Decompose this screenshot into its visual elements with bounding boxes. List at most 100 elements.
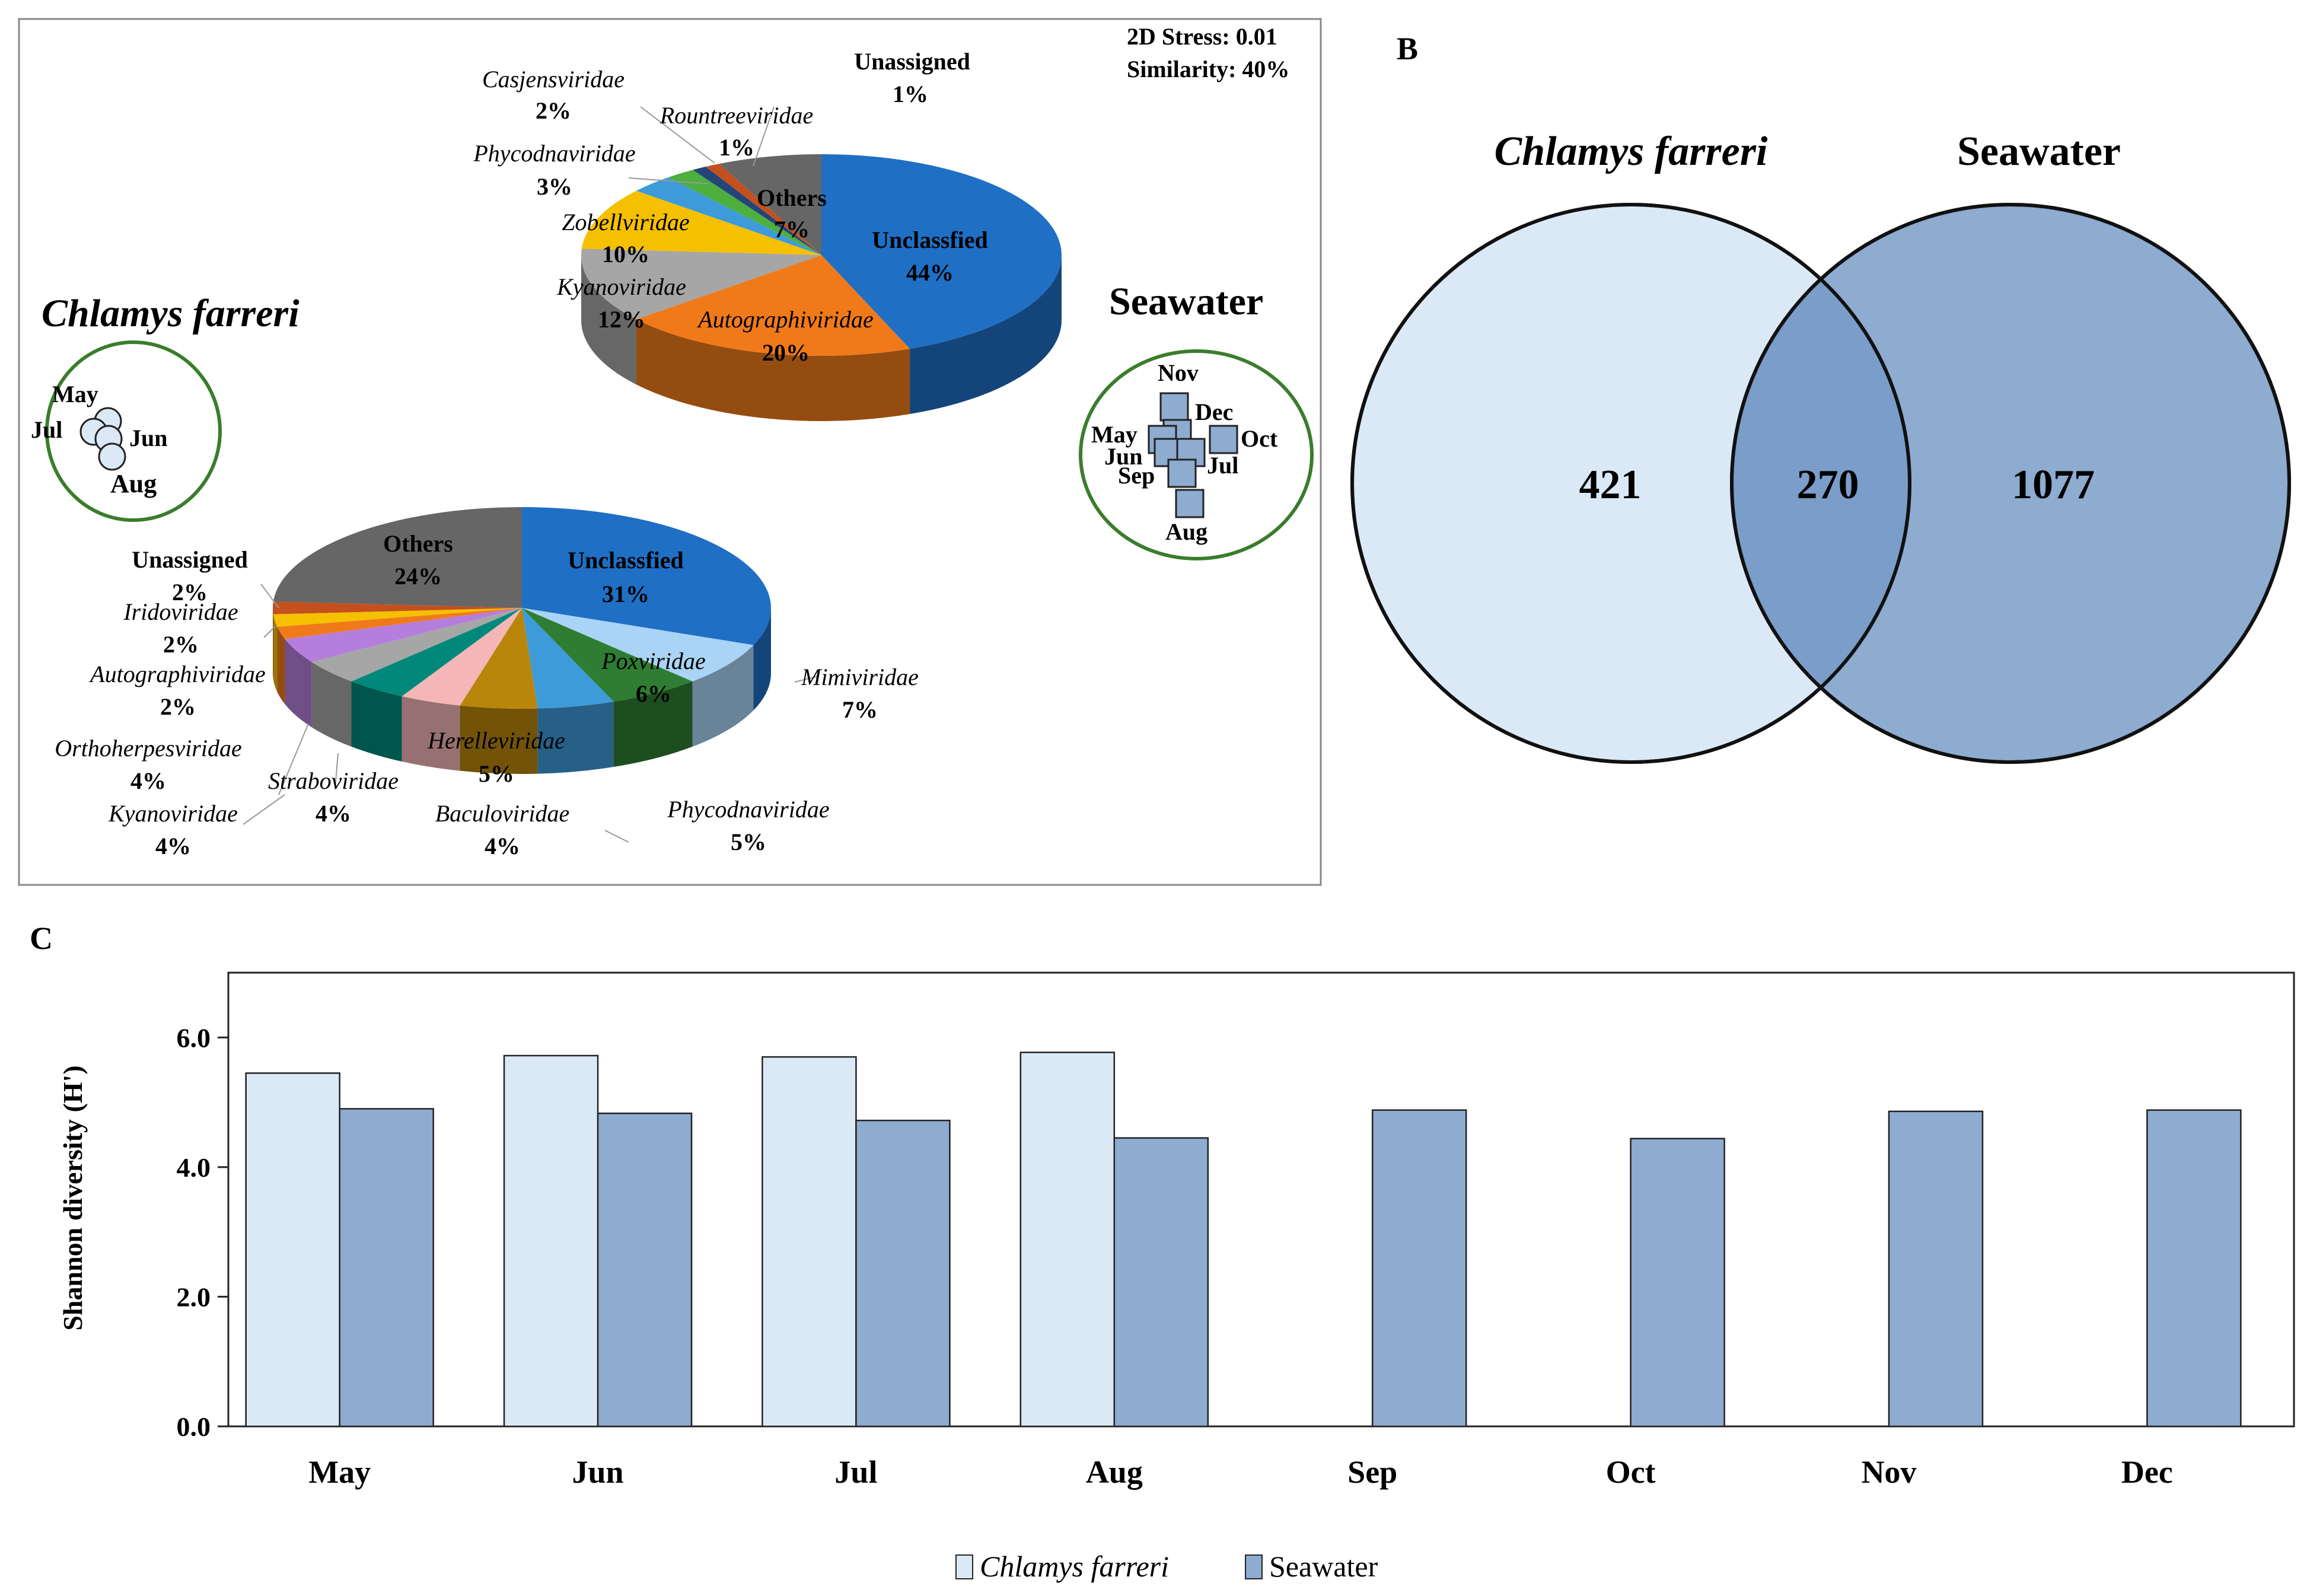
sw-pct-unclassfied: 44% — [906, 259, 954, 286]
cf-slice-mimiviridae — [522, 608, 754, 681]
legend-swatch-seawater — [1245, 1554, 1263, 1579]
x-tick-label-may: May — [308, 1454, 371, 1490]
bar-chlamys-farreri-jun — [503, 1055, 599, 1428]
cf-slice-iridoviridae — [273, 608, 522, 627]
seawater-cluster-title: Seawater — [1109, 280, 1263, 323]
cf-slice-poxviridae — [522, 608, 693, 702]
seawater-month-jun: Jun — [1104, 443, 1143, 470]
y-axis-label: Shannon diversity (H') — [58, 1065, 88, 1330]
bar-chlamys-farreri-jul — [761, 1056, 857, 1428]
bar-seawater-oct — [1630, 1138, 1725, 1428]
seawater-month-jul: Jul — [1207, 452, 1238, 479]
y-tick-label: 2.0 — [177, 1282, 211, 1312]
bar-chlamys-farreri-aug — [1019, 1052, 1116, 1428]
sw-slice-autographiviridae — [636, 255, 910, 356]
cf-label-autographiviridae: Autographiviridae — [88, 661, 266, 687]
x-tick-label-sep: Sep — [1347, 1454, 1397, 1490]
sw-label-kyanoviridae: Kyanoviridae — [556, 273, 686, 300]
x-axis: May Jun Jul Aug Sep Oct Nov Dec — [308, 1454, 2173, 1490]
cf-label-unclassfied: Unclassfied — [568, 547, 684, 574]
chlamys-cluster-title: Chlamys farreri — [42, 292, 299, 335]
cf-pct-others: 24% — [394, 563, 442, 590]
venn-count-seawater-only: 1077 — [2012, 462, 2095, 508]
sw-slice-unclassfied — [821, 154, 1062, 349]
sw-pct-unassigned: 1% — [893, 81, 928, 107]
cf-label-unassigned: Unassigned — [132, 546, 248, 573]
cf-pct-straboviridae: 4% — [316, 800, 351, 827]
cf-pct-orthoherpesviridae: 4% — [130, 767, 166, 794]
y-tick-label: 6.0 — [177, 1022, 211, 1053]
cf-side-kyanoviridae — [311, 662, 352, 747]
seawater-point-nov — [1159, 392, 1189, 422]
leader-lines — [243, 106, 819, 843]
bar-seawater-jun — [597, 1112, 693, 1428]
legend: Chlamys farreri Seawater — [955, 1550, 1378, 1583]
cf-slice-others — [273, 507, 522, 608]
seawater-point-sep — [1167, 458, 1197, 488]
cf-pct-unclassfied: 31% — [602, 581, 649, 607]
seawater-pie — [581, 154, 1062, 421]
sw-slice-zobellviridae — [581, 190, 821, 255]
cf-side-mimiviridae — [692, 645, 754, 747]
sw-pct-others: 7% — [774, 216, 810, 243]
seawater-point-oct — [1209, 425, 1238, 454]
seawater-month-aug: Aug — [1165, 518, 1207, 545]
cf-slice-straboviridae — [351, 608, 522, 696]
y-axis: 0.0 2.0 4.0 6.0 — [177, 1022, 228, 1442]
sw-slice-unassigned — [705, 164, 821, 255]
panel-b: Chlamys farreri Seawater 421 270 1077 — [1350, 129, 2291, 764]
sw-slice-phycodnaviridae — [636, 177, 821, 255]
cf-pct-baculoviridae: 4% — [485, 833, 520, 859]
seawater-month-oct: Oct — [1241, 425, 1278, 452]
bar-seawater-dec — [2146, 1109, 2242, 1428]
cf-label-others: Others — [383, 530, 453, 557]
cf-pct-phycodnaviridae: 5% — [731, 829, 766, 855]
cf-label-herelleviridae: Herelleviridae — [427, 727, 565, 754]
cf-slice-kyanoviridae — [311, 608, 522, 681]
stress-label: 2D Stress: 0.01 — [1127, 23, 1277, 50]
sw-pct-kyanoviridae: 12% — [598, 306, 645, 333]
bar-seawater-may — [339, 1108, 434, 1428]
venn-count-overlap: 270 — [1797, 462, 1859, 508]
cf-pct-herelleviridae: 5% — [479, 760, 514, 787]
sw-side-unclassfied — [910, 255, 1062, 415]
chlamys-cluster-ring — [45, 340, 222, 522]
cf-pct-kyanoviridae: 4% — [155, 833, 191, 859]
venn-count-chlamys-only: 421 — [1579, 462, 1642, 508]
cf-side-poxviridae — [613, 681, 693, 767]
cf-side-herelleviridae — [460, 705, 538, 774]
cf-label-iridoviridae: Iridoviridae — [123, 598, 238, 625]
sw-label-casjensviridae: Casjensviridae — [482, 66, 625, 93]
legend-swatch-chlamys — [955, 1554, 973, 1579]
panel-c: 0.0 2.0 4.0 6.0 May Jun Jul Aug Sep Oct Nov Dec Sh… — [58, 971, 2295, 1583]
sw-label-zobellviridae: Zobellviridae — [562, 209, 690, 235]
x-tick-label-aug: Aug — [1086, 1454, 1143, 1490]
chlamys-month-may: May — [52, 381, 98, 407]
panel-a: 2D Stress: 0.01 Similarity: 40% Casjensv… — [18, 18, 1322, 886]
cf-label-phycodnaviridae: Phycodnaviridae — [667, 796, 829, 823]
sw-pct-zobellviridae: 10% — [602, 241, 649, 267]
sw-label-phycodnaviridae: Phycodnaviridae — [473, 140, 635, 167]
sw-pct-autographiviridae: 20% — [762, 339, 810, 366]
cf-slice-unclassfied — [522, 507, 771, 645]
cf-side-baculoviridae — [402, 696, 460, 771]
y-tick-label: 0.0 — [177, 1412, 211, 1442]
seawater-month-may: May — [1091, 421, 1138, 448]
cf-pct-iridoviridae: 2% — [163, 631, 199, 658]
seawater-month-nov: Nov — [1158, 359, 1199, 386]
cf-side-autographiviridae — [277, 626, 285, 705]
seawater-month-dec: Dec — [1195, 399, 1233, 425]
venn-title-chlamys: Chlamys farreri — [1495, 129, 1768, 174]
cf-slice-herelleviridae — [460, 608, 538, 709]
cf-slice-baculoviridae — [402, 608, 522, 706]
seawater-points — [1148, 392, 1238, 518]
cf-label-baculoviridae: Baculoviridae — [435, 800, 570, 827]
sw-slice-rountreeviridae — [692, 167, 821, 255]
chlamys-month-aug: Aug — [110, 469, 157, 498]
cf-side-iridoviridae — [273, 614, 278, 692]
cf-pct-poxviridae: 6% — [636, 680, 671, 707]
x-tick-label-jul: Jul — [834, 1454, 877, 1490]
cf-pct-autographiviridae: 2% — [160, 693, 196, 720]
cf-label-poxviridae: Poxviridae — [601, 648, 706, 674]
